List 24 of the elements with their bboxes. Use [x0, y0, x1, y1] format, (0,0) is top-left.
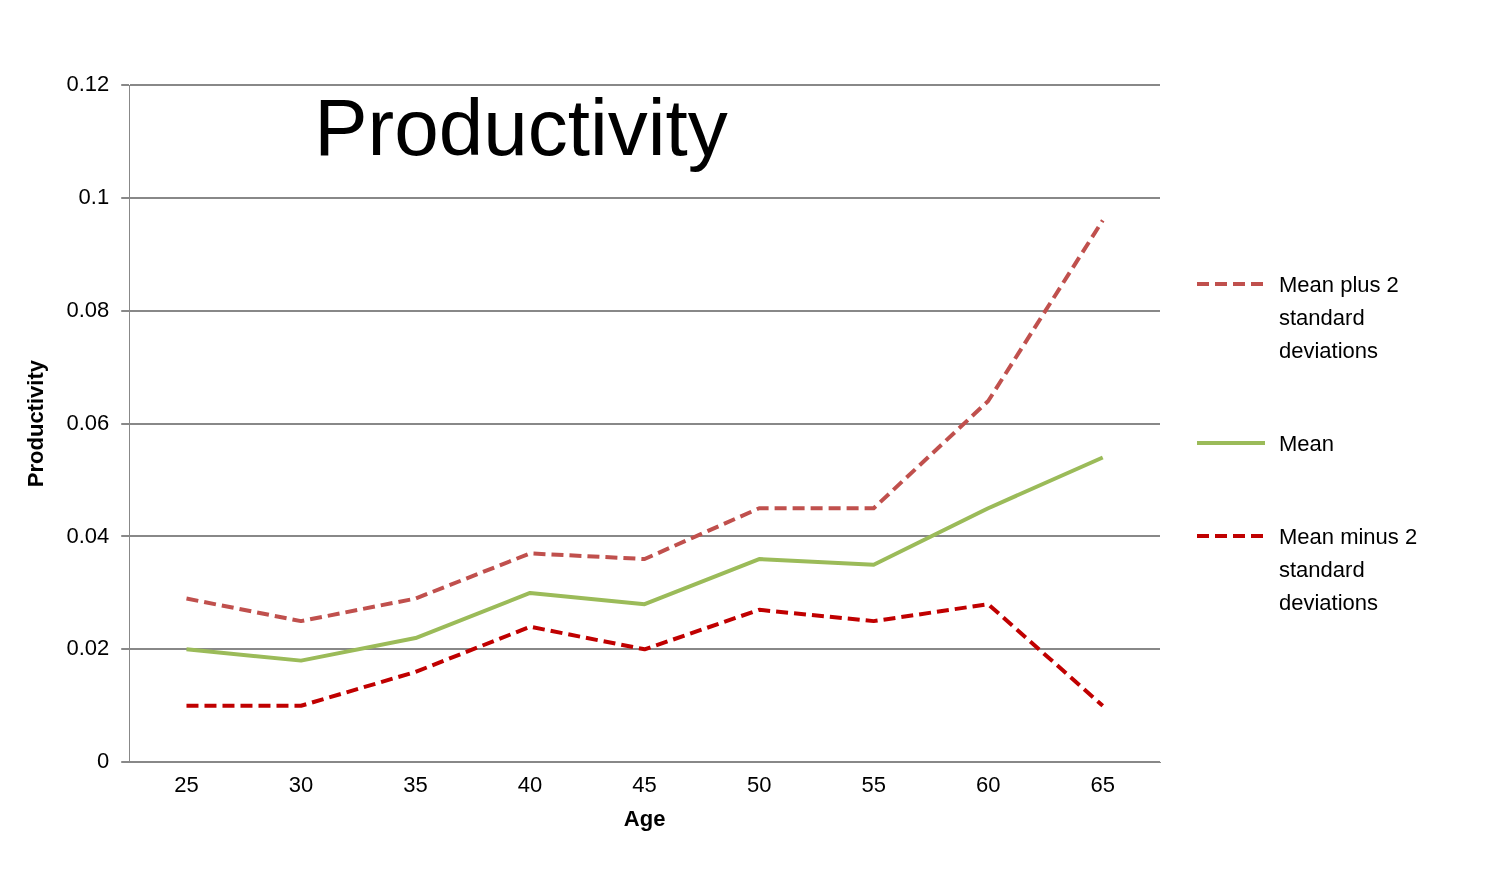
- x-tick-label: 50: [746, 772, 772, 798]
- x-axis-title: Age: [623, 805, 666, 831]
- y-tick-label: 0.08: [66, 296, 110, 322]
- y-axis-title: Productivity: [23, 359, 49, 488]
- x-tick-label: 25: [174, 772, 199, 798]
- legend-label: Mean minus 2 standard deviations: [1279, 523, 1419, 617]
- legend-label: Mean: [1279, 430, 1336, 458]
- y-tick-label: 0: [96, 748, 110, 774]
- x-tick-label: 30: [288, 772, 314, 798]
- y-tick-label: 0.1: [78, 183, 110, 209]
- x-tick-label: 35: [403, 772, 428, 798]
- x-tick-label: 40: [517, 772, 543, 798]
- line-series: [184, 218, 1105, 624]
- y-tick-label: 0.06: [66, 409, 110, 435]
- legend-label: Mean plus 2 standard deviations: [1279, 271, 1400, 365]
- x-tick-label: 65: [1090, 772, 1115, 798]
- x-tick-label: 60: [975, 772, 1001, 798]
- line-series: [184, 602, 1105, 708]
- x-tick-label: 55: [861, 772, 886, 798]
- y-tick-label: 0.12: [66, 71, 110, 97]
- chart-title: Productivity: [314, 83, 728, 173]
- x-tick-label: 45: [632, 772, 657, 798]
- y-tick-label: 0.02: [66, 635, 110, 661]
- y-tick-label: 0.04: [66, 522, 110, 548]
